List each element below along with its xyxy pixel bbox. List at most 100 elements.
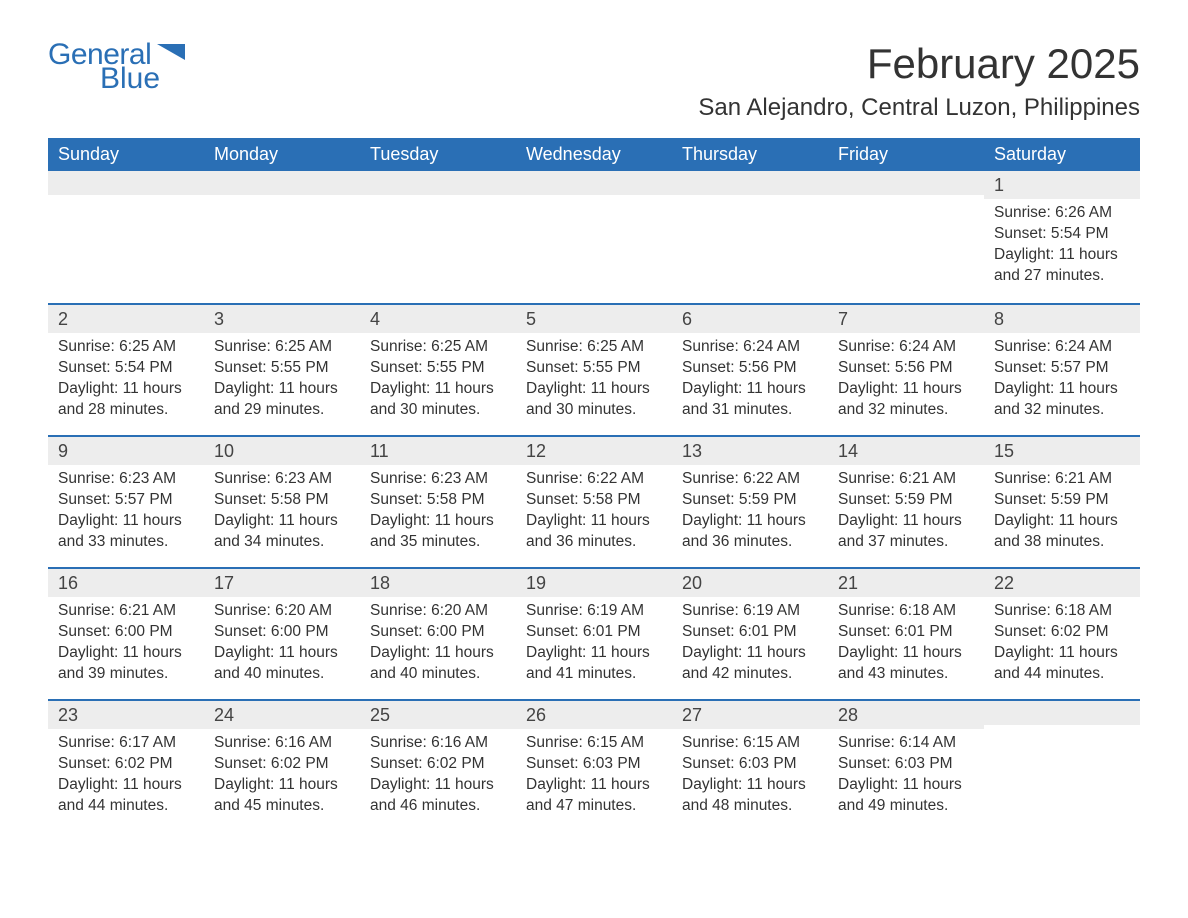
day-body: Sunrise: 6:15 AMSunset: 6:03 PMDaylight:…: [516, 729, 672, 825]
day-body: Sunrise: 6:24 AMSunset: 5:57 PMDaylight:…: [984, 333, 1140, 429]
day-number: 27: [672, 701, 828, 729]
daylight-text: Daylight: 11 hours and 39 minutes.: [58, 643, 194, 685]
day-number: [48, 171, 204, 195]
month-title: February 2025: [698, 40, 1140, 88]
day-cell: 11Sunrise: 6:23 AMSunset: 5:58 PMDayligh…: [360, 437, 516, 567]
day-body: Sunrise: 6:19 AMSunset: 6:01 PMDaylight:…: [516, 597, 672, 693]
day-cell: [672, 171, 828, 303]
sunset-text: Sunset: 5:55 PM: [214, 358, 350, 379]
day-body: Sunrise: 6:21 AMSunset: 6:00 PMDaylight:…: [48, 597, 204, 693]
day-body: Sunrise: 6:22 AMSunset: 5:59 PMDaylight:…: [672, 465, 828, 561]
sunrise-text: Sunrise: 6:19 AM: [682, 601, 818, 622]
daylight-text: Daylight: 11 hours and 48 minutes.: [682, 775, 818, 817]
sunset-text: Sunset: 5:54 PM: [994, 224, 1130, 245]
dow-wednesday: Wednesday: [516, 138, 672, 171]
day-number: 10: [204, 437, 360, 465]
sunrise-text: Sunrise: 6:16 AM: [370, 733, 506, 754]
sunset-text: Sunset: 5:58 PM: [526, 490, 662, 511]
day-cell: [204, 171, 360, 303]
day-cell: 27Sunrise: 6:15 AMSunset: 6:03 PMDayligh…: [672, 701, 828, 831]
sunrise-text: Sunrise: 6:15 AM: [526, 733, 662, 754]
sunset-text: Sunset: 6:01 PM: [682, 622, 818, 643]
daylight-text: Daylight: 11 hours and 37 minutes.: [838, 511, 974, 553]
dow-friday: Friday: [828, 138, 984, 171]
sunrise-text: Sunrise: 6:17 AM: [58, 733, 194, 754]
dow-monday: Monday: [204, 138, 360, 171]
daylight-text: Daylight: 11 hours and 46 minutes.: [370, 775, 506, 817]
day-number: 14: [828, 437, 984, 465]
sunset-text: Sunset: 6:02 PM: [58, 754, 194, 775]
daylight-text: Daylight: 11 hours and 34 minutes.: [214, 511, 350, 553]
sunset-text: Sunset: 5:59 PM: [994, 490, 1130, 511]
day-cell: 21Sunrise: 6:18 AMSunset: 6:01 PMDayligh…: [828, 569, 984, 699]
day-number: 12: [516, 437, 672, 465]
day-cell: 17Sunrise: 6:20 AMSunset: 6:00 PMDayligh…: [204, 569, 360, 699]
days-of-week-row: Sunday Monday Tuesday Wednesday Thursday…: [48, 138, 1140, 171]
day-cell: 12 Sunrise: 6:22 AMSunset: 5:58 PMDayligh…: [516, 437, 672, 567]
day-number: 9: [48, 437, 204, 465]
week-row: 1Sunrise: 6:26 AMSunset: 5:54 PMDaylight…: [48, 171, 1140, 303]
day-number: [984, 701, 1140, 725]
day-number: 4: [360, 305, 516, 333]
daylight-text: Daylight: 11 hours and 40 minutes.: [214, 643, 350, 685]
daylight-text: Daylight: 11 hours and 32 minutes.: [838, 379, 974, 421]
sunrise-text: Sunrise: 6:25 AM: [370, 337, 506, 358]
day-cell: 3Sunrise: 6:25 AMSunset: 5:55 PMDaylight…: [204, 305, 360, 435]
day-body: Sunrise: 6:25 AMSunset: 5:55 PMDaylight:…: [204, 333, 360, 429]
sunset-text: Sunset: 5:59 PM: [682, 490, 818, 511]
sunrise-text: Sunrise: 6:15 AM: [682, 733, 818, 754]
sunrise-text: Sunrise: 6:25 AM: [58, 337, 194, 358]
daylight-text: Daylight: 11 hours and 36 minutes.: [682, 511, 818, 553]
day-cell: 8Sunrise: 6:24 AMSunset: 5:57 PMDaylight…: [984, 305, 1140, 435]
location: San Alejandro, Central Luzon, Philippine…: [698, 94, 1140, 122]
daylight-text: Daylight: 11 hours and 29 minutes.: [214, 379, 350, 421]
sunrise-text: Sunrise: 6:21 AM: [838, 469, 974, 490]
daylight-text: Daylight: 11 hours and 33 minutes.: [58, 511, 194, 553]
day-body: Sunrise: 6:20 AMSunset: 6:00 PMDaylight:…: [360, 597, 516, 693]
day-number: 5: [516, 305, 672, 333]
daylight-text: Daylight: 11 hours and 36 minutes.: [526, 511, 662, 553]
day-body: Sunrise: 6:25 AMSunset: 5:55 PMDaylight:…: [516, 333, 672, 429]
day-body: Sunrise: 6:25 AMSunset: 5:54 PMDaylight:…: [48, 333, 204, 429]
sunset-text: Sunset: 5:55 PM: [526, 358, 662, 379]
day-cell: 14Sunrise: 6:21 AMSunset: 5:59 PMDayligh…: [828, 437, 984, 567]
header: General Blue February 2025 San Alejandro…: [48, 40, 1140, 122]
day-cell: 15Sunrise: 6:21 AMSunset: 5:59 PMDayligh…: [984, 437, 1140, 567]
daylight-text: Daylight: 11 hours and 27 minutes.: [994, 245, 1130, 287]
day-number: 26: [516, 701, 672, 729]
day-number: 22: [984, 569, 1140, 597]
logo: General Blue: [48, 40, 185, 94]
day-number: 13: [672, 437, 828, 465]
day-body: Sunrise: 6:17 AMSunset: 6:02 PMDaylight:…: [48, 729, 204, 825]
sunrise-text: Sunrise: 6:20 AM: [214, 601, 350, 622]
day-cell: [360, 171, 516, 303]
daylight-text: Daylight: 11 hours and 44 minutes.: [994, 643, 1130, 685]
sunset-text: Sunset: 5:56 PM: [838, 358, 974, 379]
sunrise-text: Sunrise: 6:23 AM: [214, 469, 350, 490]
day-cell: [828, 171, 984, 303]
day-number: [204, 171, 360, 195]
sunset-text: Sunset: 6:03 PM: [526, 754, 662, 775]
day-number: 11: [360, 437, 516, 465]
weeks-container: 1Sunrise: 6:26 AMSunset: 5:54 PMDaylight…: [48, 171, 1140, 831]
sunset-text: Sunset: 5:54 PM: [58, 358, 194, 379]
day-number: 3: [204, 305, 360, 333]
day-number: 8: [984, 305, 1140, 333]
day-body: Sunrise: 6:24 AMSunset: 5:56 PMDaylight:…: [672, 333, 828, 429]
sunset-text: Sunset: 6:00 PM: [214, 622, 350, 643]
day-number: 25: [360, 701, 516, 729]
day-number: [828, 171, 984, 195]
day-body: Sunrise: 6:16 AMSunset: 6:02 PMDaylight:…: [360, 729, 516, 825]
day-number: [516, 171, 672, 195]
daylight-text: Daylight: 11 hours and 47 minutes.: [526, 775, 662, 817]
dow-tuesday: Tuesday: [360, 138, 516, 171]
day-number: 16: [48, 569, 204, 597]
sunrise-text: Sunrise: 6:24 AM: [682, 337, 818, 358]
day-number: 23: [48, 701, 204, 729]
sunset-text: Sunset: 6:01 PM: [838, 622, 974, 643]
sunrise-text: Sunrise: 6:23 AM: [58, 469, 194, 490]
day-cell: 25Sunrise: 6:16 AMSunset: 6:02 PMDayligh…: [360, 701, 516, 831]
daylight-text: Daylight: 11 hours and 35 minutes.: [370, 511, 506, 553]
day-cell: [984, 701, 1140, 831]
sunrise-text: Sunrise: 6:22 AM: [526, 469, 662, 490]
